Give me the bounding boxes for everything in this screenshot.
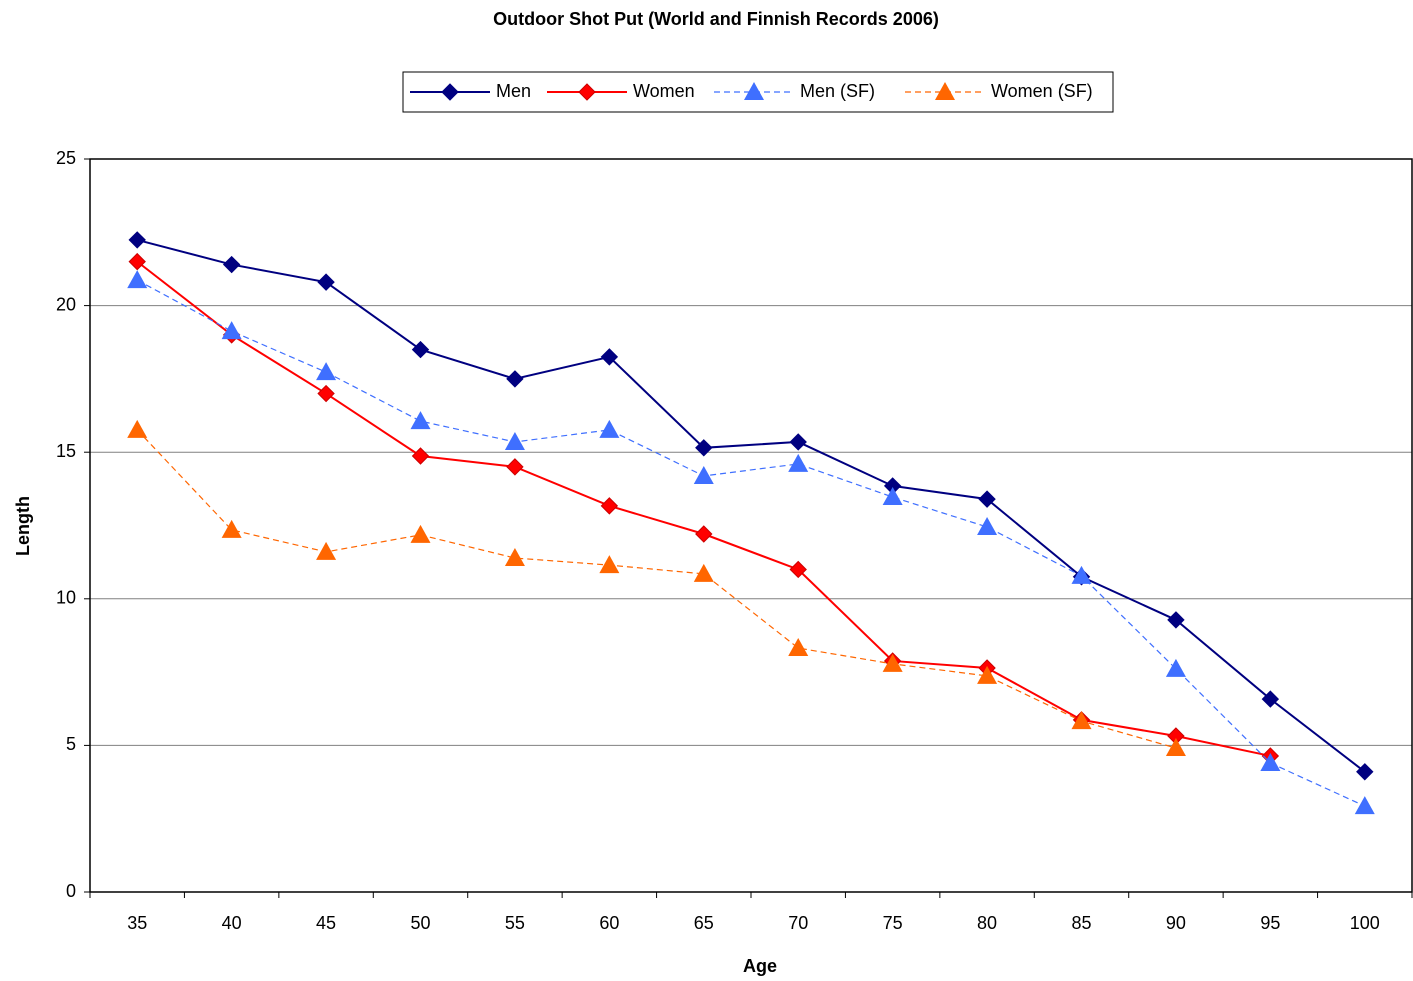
legend-label: Men (SF) xyxy=(800,81,875,101)
diamond-marker xyxy=(978,490,996,508)
triangle-marker xyxy=(316,362,337,381)
x-tick-label: 70 xyxy=(788,913,808,933)
legend-label: Women (SF) xyxy=(991,81,1093,101)
triangle-marker xyxy=(221,519,242,538)
triangle-marker xyxy=(744,82,764,100)
triangle-marker xyxy=(410,411,431,430)
x-tick-label: 65 xyxy=(694,913,714,933)
diamond-marker xyxy=(1261,690,1280,708)
triangle-marker xyxy=(1071,565,1092,584)
y-tick-label: 0 xyxy=(66,881,76,901)
chart-title: Outdoor Shot Put (World and Finnish Reco… xyxy=(493,9,939,29)
diamond-marker xyxy=(789,560,807,579)
x-tick-label: 80 xyxy=(977,913,997,933)
x-tick-label: 85 xyxy=(1071,913,1091,933)
y-tick-label: 10 xyxy=(56,588,76,608)
x-tick-label: 45 xyxy=(316,913,336,933)
triangle-marker xyxy=(410,524,431,543)
triangle-marker xyxy=(599,419,620,438)
triangle-marker xyxy=(788,453,809,472)
x-axis-label: Age xyxy=(743,956,777,976)
diamond-marker xyxy=(128,252,146,271)
triangle-marker xyxy=(127,419,148,438)
triangle-marker xyxy=(882,487,903,506)
triangle-marker xyxy=(316,541,337,560)
triangle-marker xyxy=(221,321,242,340)
diamond-marker xyxy=(222,255,241,274)
triangle-marker xyxy=(882,653,903,672)
diamond-marker xyxy=(441,83,459,101)
triangle-marker xyxy=(788,638,809,657)
diamond-marker xyxy=(506,458,524,476)
y-tick-label: 25 xyxy=(56,148,76,168)
y-tick-label: 20 xyxy=(56,294,76,314)
series-line xyxy=(136,238,1366,773)
x-tick-label: 95 xyxy=(1260,913,1280,933)
triangle-marker xyxy=(977,516,998,535)
triangle-marker xyxy=(1165,738,1186,757)
x-tick-label: 90 xyxy=(1166,913,1186,933)
diamond-marker xyxy=(600,497,619,515)
triangle-marker xyxy=(693,563,714,582)
diamond-marker xyxy=(317,273,335,291)
legend-label: Men xyxy=(496,81,531,101)
x-tick-label: 100 xyxy=(1350,913,1380,933)
diamond-marker xyxy=(600,348,619,366)
y-tick-label: 15 xyxy=(56,441,76,461)
triangle-marker xyxy=(1260,752,1281,771)
x-tick-label: 40 xyxy=(222,913,242,933)
triangle-marker xyxy=(127,270,148,289)
legend-label: Women xyxy=(633,81,695,101)
plot-frame xyxy=(89,158,1413,893)
diamond-marker xyxy=(578,83,596,101)
triangle-marker xyxy=(504,431,525,450)
x-tick-label: 60 xyxy=(599,913,619,933)
diamond-marker xyxy=(1167,611,1185,629)
x-tick-label: 50 xyxy=(410,913,430,933)
triangle-marker xyxy=(1165,658,1186,677)
x-tick-label: 35 xyxy=(127,913,147,933)
triangle-marker xyxy=(599,555,620,574)
diamond-marker xyxy=(411,447,430,465)
diamond-marker xyxy=(695,439,713,457)
triangle-marker xyxy=(977,665,998,684)
series-line xyxy=(136,260,1271,757)
diamond-marker xyxy=(411,340,430,359)
diamond-marker xyxy=(128,231,146,249)
x-tick-label: 55 xyxy=(505,913,525,933)
x-tick-label: 75 xyxy=(883,913,903,933)
series-line xyxy=(136,279,1366,807)
triangle-marker xyxy=(1071,711,1092,730)
triangle-marker xyxy=(1354,796,1375,815)
series-line xyxy=(136,429,1177,749)
diamond-marker xyxy=(695,525,713,543)
diamond-marker xyxy=(1356,763,1374,781)
triangle-marker xyxy=(504,548,525,567)
triangle-marker xyxy=(935,82,955,100)
triangle-marker xyxy=(693,465,714,484)
diamond-marker xyxy=(317,384,335,403)
y-axis-label: Length xyxy=(13,496,33,556)
diamond-marker xyxy=(506,370,524,388)
y-tick-label: 5 xyxy=(66,734,76,754)
diamond-marker xyxy=(789,433,807,451)
